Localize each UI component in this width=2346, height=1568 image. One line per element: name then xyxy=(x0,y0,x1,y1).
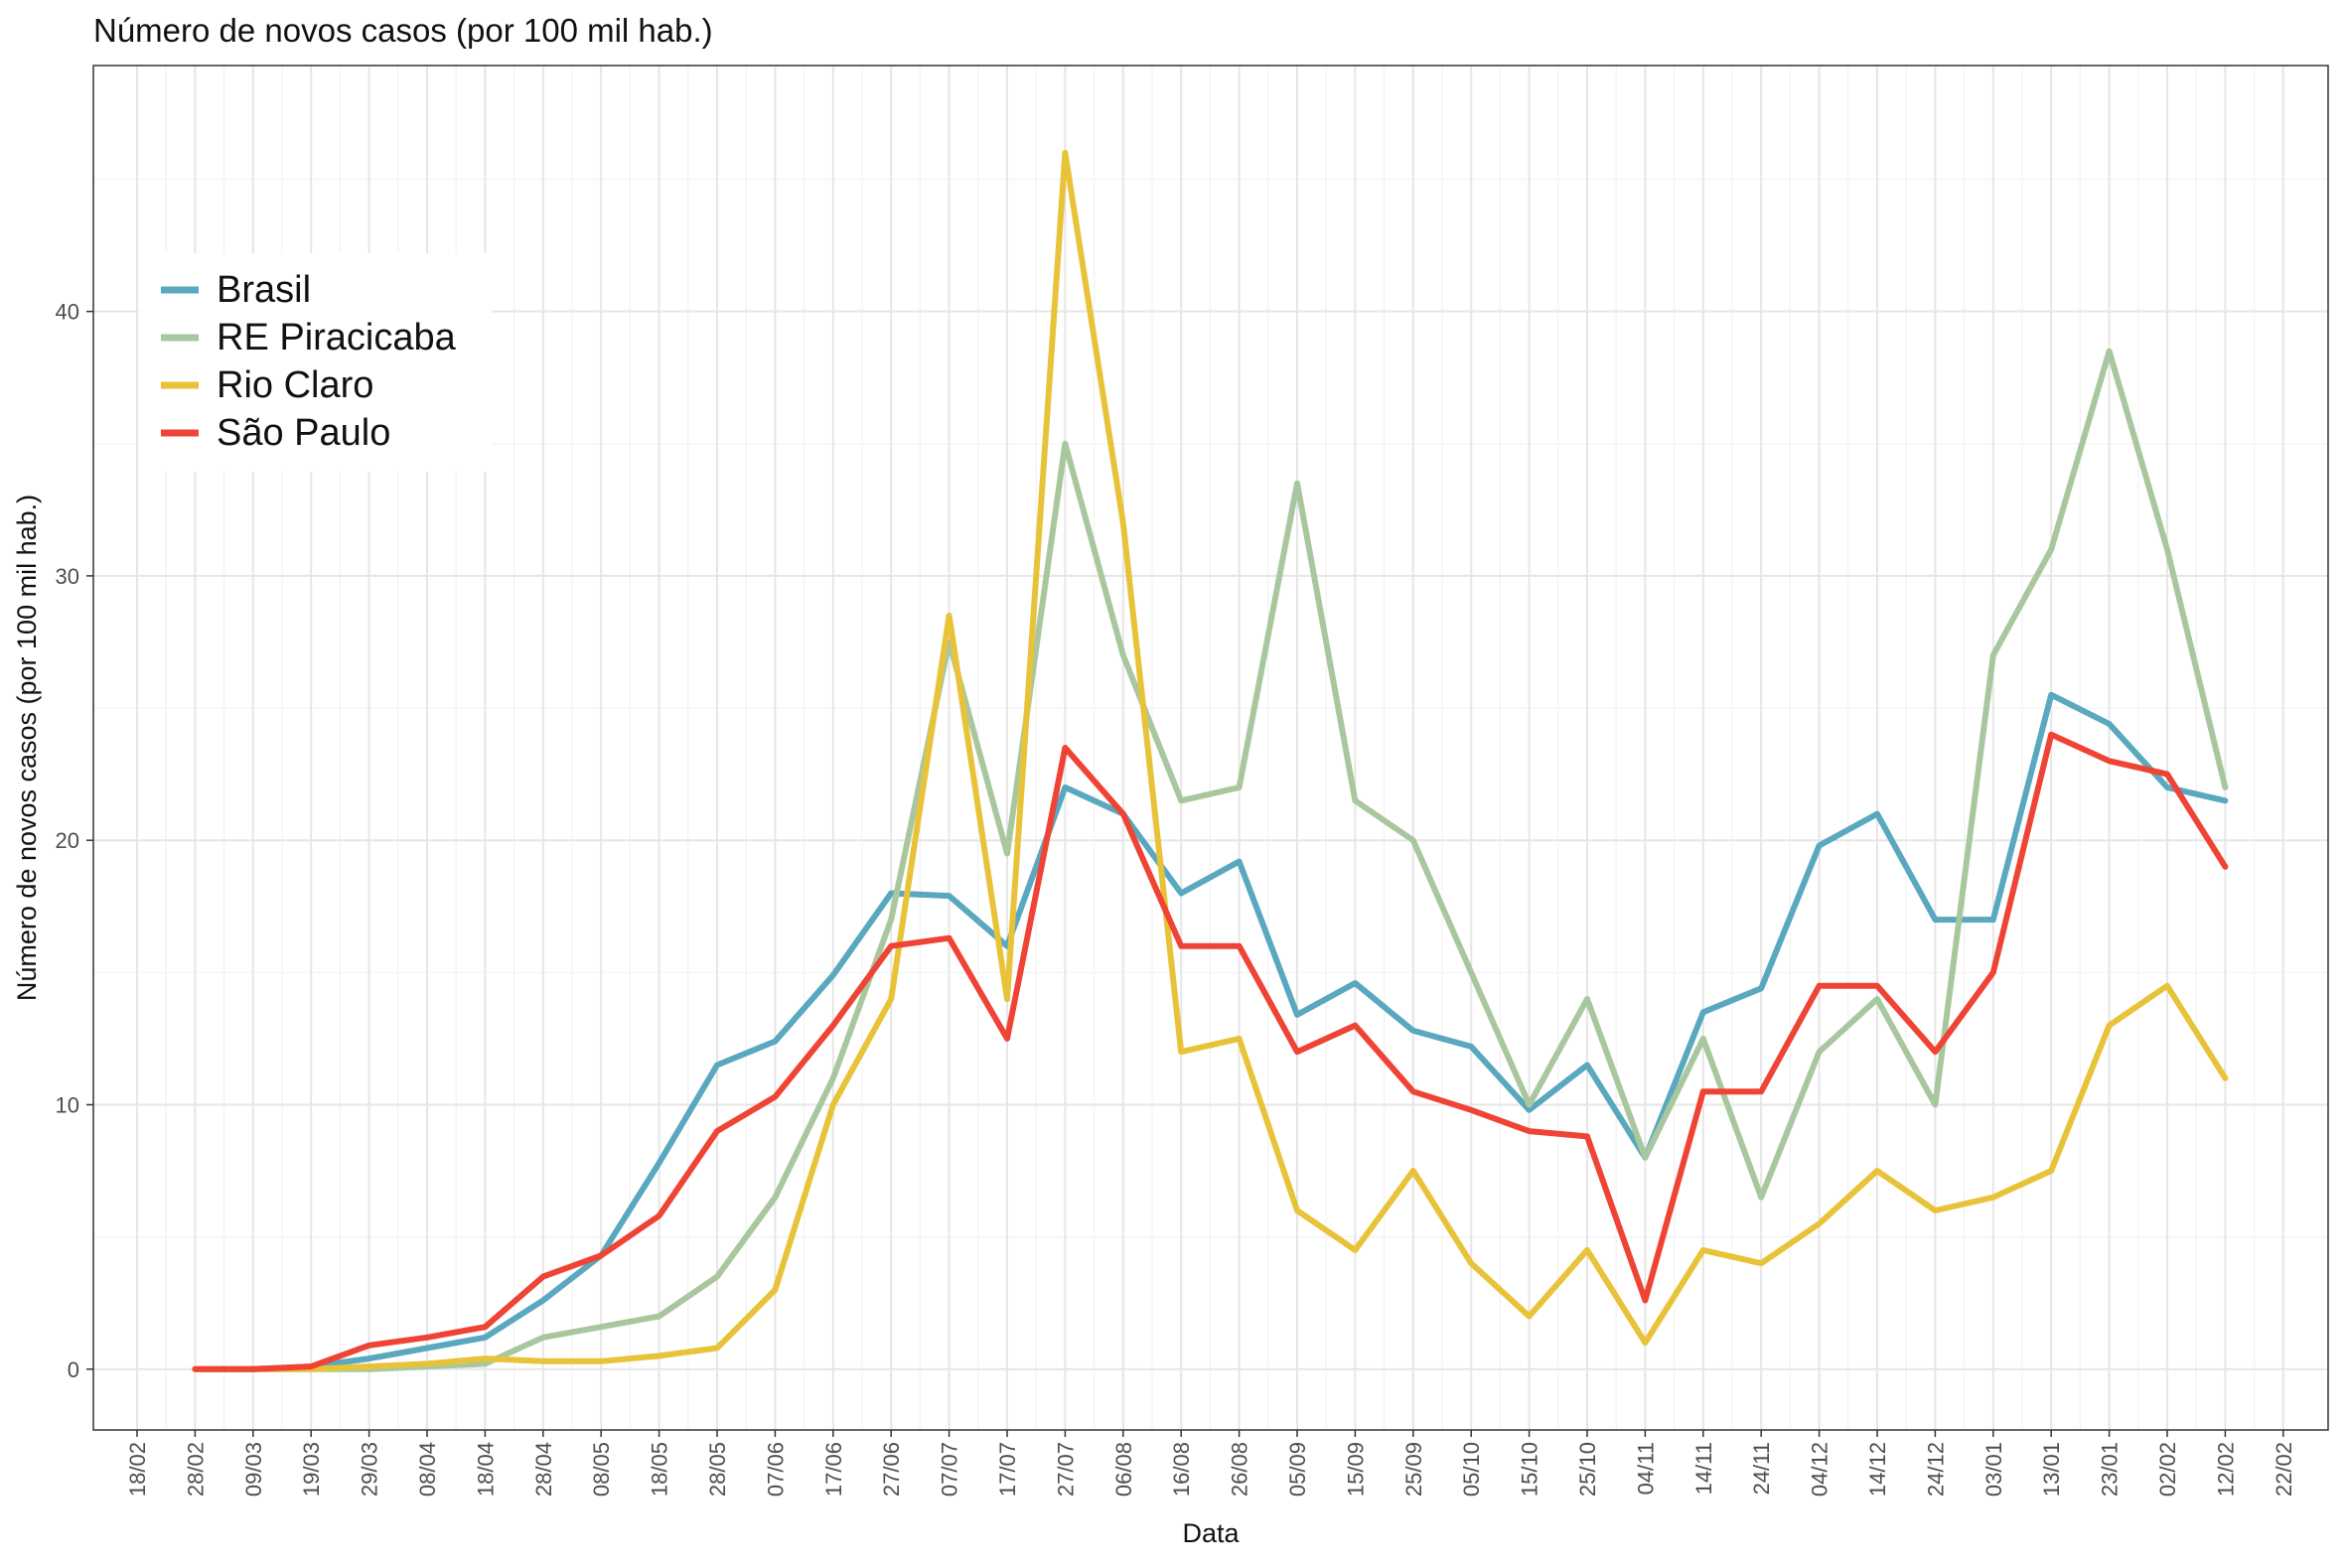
x-tick-label: 12/02 xyxy=(2213,1442,2238,1497)
y-tick-label: 30 xyxy=(56,564,79,589)
x-tick-label: 14/11 xyxy=(1691,1442,1716,1495)
x-tick-label: 24/11 xyxy=(1749,1442,1774,1495)
x-tick-label: 17/07 xyxy=(995,1442,1020,1497)
x-tick-label: 23/01 xyxy=(2098,1442,2123,1497)
y-tick-label: 20 xyxy=(56,828,79,853)
x-tick-label: 02/02 xyxy=(2155,1442,2180,1497)
plot-border xyxy=(92,65,2329,1431)
x-tick-label: 07/07 xyxy=(938,1442,962,1497)
x-tick-label: 14/12 xyxy=(1865,1442,1890,1497)
x-tick-label: 15/09 xyxy=(1343,1442,1368,1497)
x-tick-label: 16/08 xyxy=(1169,1442,1194,1497)
legend-label: São Paulo xyxy=(217,412,390,454)
x-tick-label: 28/02 xyxy=(183,1442,208,1497)
legend-label: Rio Claro xyxy=(217,364,373,406)
x-tick-label: 19/03 xyxy=(299,1442,324,1497)
y-axis-ticks: 0 10 20 30 40 xyxy=(56,300,93,1382)
y-tick-label: 10 xyxy=(56,1092,79,1117)
x-tick-label: 24/12 xyxy=(1923,1442,1948,1497)
x-tick-label: 09/03 xyxy=(241,1442,266,1497)
y-tick-label: 0 xyxy=(68,1357,79,1382)
x-tick-label: 13/01 xyxy=(2039,1442,2064,1497)
legend-label: RE Piracicaba xyxy=(217,317,457,358)
x-tick-label: 18/02 xyxy=(125,1442,150,1497)
x-tick-label: 15/10 xyxy=(1518,1442,1542,1497)
x-tick-label: 03/01 xyxy=(1981,1442,2006,1497)
x-tick-label: 05/10 xyxy=(1459,1442,1484,1497)
x-tick-label: 04/11 xyxy=(1633,1442,1658,1495)
x-tick-label: 27/06 xyxy=(879,1442,904,1497)
x-tick-label: 22/02 xyxy=(2272,1442,2296,1497)
y-axis-label: Número de novos casos (por 100 mil hab.) xyxy=(12,495,42,1001)
x-tick-label: 06/08 xyxy=(1111,1442,1136,1497)
x-tick-label: 18/05 xyxy=(648,1442,672,1497)
legend-label: Brasil xyxy=(217,269,311,311)
series-line-rio-claro xyxy=(192,149,2229,1372)
x-axis-ticks: 18/02 28/02 09/03 19/03 29/03 08/04 18/04 28/04… xyxy=(125,1430,2296,1497)
x-tick-label: 04/12 xyxy=(1808,1442,1833,1497)
x-tick-label: 28/04 xyxy=(531,1442,556,1497)
chart-title: Número de novos casos (por 100 mil hab.) xyxy=(93,12,713,49)
x-tick-label: 29/03 xyxy=(358,1442,382,1497)
x-tick-label: 08/05 xyxy=(589,1442,614,1497)
series-line-re-piracicaba xyxy=(192,348,2229,1372)
x-tick-label: 28/05 xyxy=(705,1442,730,1497)
x-tick-label: 05/09 xyxy=(1285,1442,1310,1497)
x-tick-label: 18/04 xyxy=(473,1442,498,1497)
y-tick-label: 40 xyxy=(56,300,79,325)
x-axis-label: Data xyxy=(1182,1518,1240,1548)
legend: Brasil RE Piracicaba Rio Claro São Paulo xyxy=(139,253,492,472)
series-line-brasil xyxy=(192,691,2229,1372)
x-tick-label: 25/10 xyxy=(1575,1442,1600,1497)
x-tick-label: 08/04 xyxy=(415,1442,440,1497)
x-tick-label: 26/08 xyxy=(1228,1442,1252,1497)
x-tick-label: 17/06 xyxy=(821,1442,846,1497)
series-line-s-o-paulo xyxy=(192,731,2229,1372)
x-tick-label: 25/09 xyxy=(1401,1442,1426,1497)
x-tick-label: 27/07 xyxy=(1053,1442,1078,1497)
series-lines xyxy=(192,149,2229,1372)
x-tick-label: 07/06 xyxy=(763,1442,788,1497)
